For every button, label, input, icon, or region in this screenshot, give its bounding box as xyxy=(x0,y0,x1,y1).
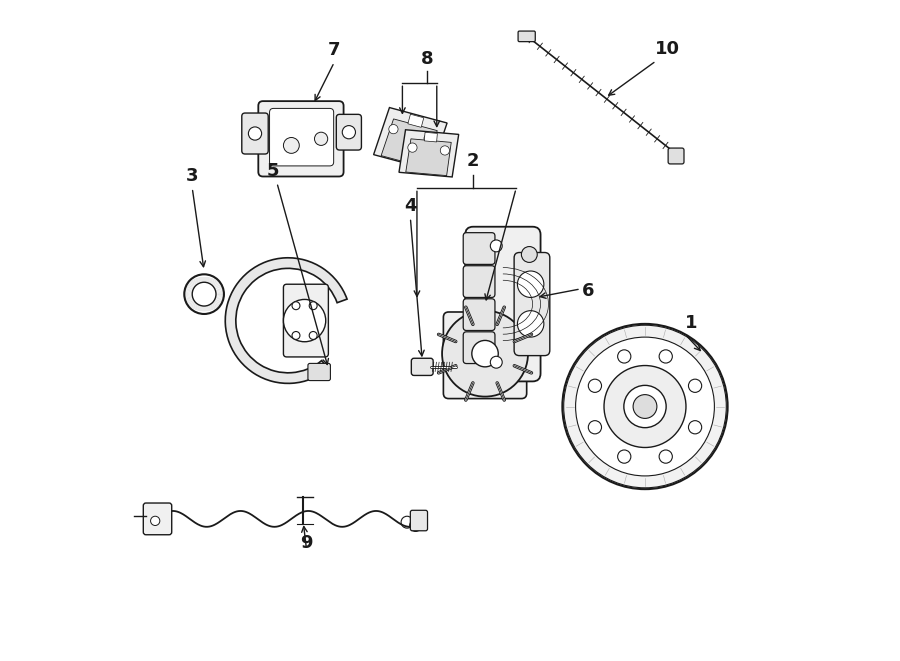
Polygon shape xyxy=(374,108,447,170)
Polygon shape xyxy=(381,119,437,167)
Circle shape xyxy=(193,282,216,306)
Text: 7: 7 xyxy=(328,42,340,59)
Circle shape xyxy=(292,301,300,309)
Text: 1: 1 xyxy=(685,315,698,332)
Circle shape xyxy=(688,379,702,393)
Polygon shape xyxy=(406,139,451,176)
FancyBboxPatch shape xyxy=(514,253,550,356)
Text: 8: 8 xyxy=(420,50,433,68)
FancyBboxPatch shape xyxy=(518,31,536,42)
Circle shape xyxy=(424,134,433,143)
Circle shape xyxy=(342,126,356,139)
Text: 6: 6 xyxy=(582,282,595,300)
Polygon shape xyxy=(408,114,424,128)
FancyBboxPatch shape xyxy=(444,312,526,399)
FancyBboxPatch shape xyxy=(464,266,495,297)
Circle shape xyxy=(491,356,502,368)
Polygon shape xyxy=(399,130,459,177)
Circle shape xyxy=(150,516,160,525)
Circle shape xyxy=(292,332,300,340)
Circle shape xyxy=(472,340,499,367)
FancyBboxPatch shape xyxy=(143,503,172,535)
Text: 10: 10 xyxy=(655,40,680,58)
Circle shape xyxy=(408,143,417,152)
Text: 9: 9 xyxy=(301,534,313,552)
Circle shape xyxy=(617,350,631,363)
Circle shape xyxy=(659,350,672,363)
Circle shape xyxy=(389,124,398,134)
Circle shape xyxy=(440,146,449,155)
Circle shape xyxy=(659,450,672,463)
Circle shape xyxy=(518,311,544,337)
Circle shape xyxy=(688,420,702,434)
Circle shape xyxy=(562,324,727,489)
Circle shape xyxy=(310,332,317,340)
FancyBboxPatch shape xyxy=(410,510,428,531)
FancyBboxPatch shape xyxy=(284,284,328,357)
Circle shape xyxy=(576,337,715,476)
Circle shape xyxy=(633,395,657,418)
FancyBboxPatch shape xyxy=(464,299,495,330)
Circle shape xyxy=(617,450,631,463)
Wedge shape xyxy=(225,258,347,383)
Text: 5: 5 xyxy=(266,162,279,180)
Circle shape xyxy=(491,240,502,252)
Circle shape xyxy=(624,385,666,428)
Text: 2: 2 xyxy=(467,152,480,170)
FancyBboxPatch shape xyxy=(465,227,541,381)
Circle shape xyxy=(563,325,726,488)
FancyBboxPatch shape xyxy=(464,332,495,364)
Circle shape xyxy=(604,366,686,447)
Circle shape xyxy=(314,132,328,145)
Circle shape xyxy=(284,299,326,342)
FancyBboxPatch shape xyxy=(337,114,362,150)
Circle shape xyxy=(518,271,544,297)
Circle shape xyxy=(310,301,317,309)
FancyBboxPatch shape xyxy=(411,358,433,375)
FancyBboxPatch shape xyxy=(269,108,334,166)
Circle shape xyxy=(284,137,300,153)
FancyBboxPatch shape xyxy=(258,101,344,176)
Circle shape xyxy=(589,379,601,393)
FancyBboxPatch shape xyxy=(668,148,684,164)
FancyBboxPatch shape xyxy=(308,364,330,381)
Text: 4: 4 xyxy=(404,197,417,215)
Circle shape xyxy=(442,311,528,397)
FancyBboxPatch shape xyxy=(464,233,495,264)
Text: 3: 3 xyxy=(186,167,199,185)
Circle shape xyxy=(248,127,262,140)
Circle shape xyxy=(521,247,537,262)
Circle shape xyxy=(589,420,601,434)
Polygon shape xyxy=(424,132,437,142)
FancyBboxPatch shape xyxy=(242,113,268,154)
